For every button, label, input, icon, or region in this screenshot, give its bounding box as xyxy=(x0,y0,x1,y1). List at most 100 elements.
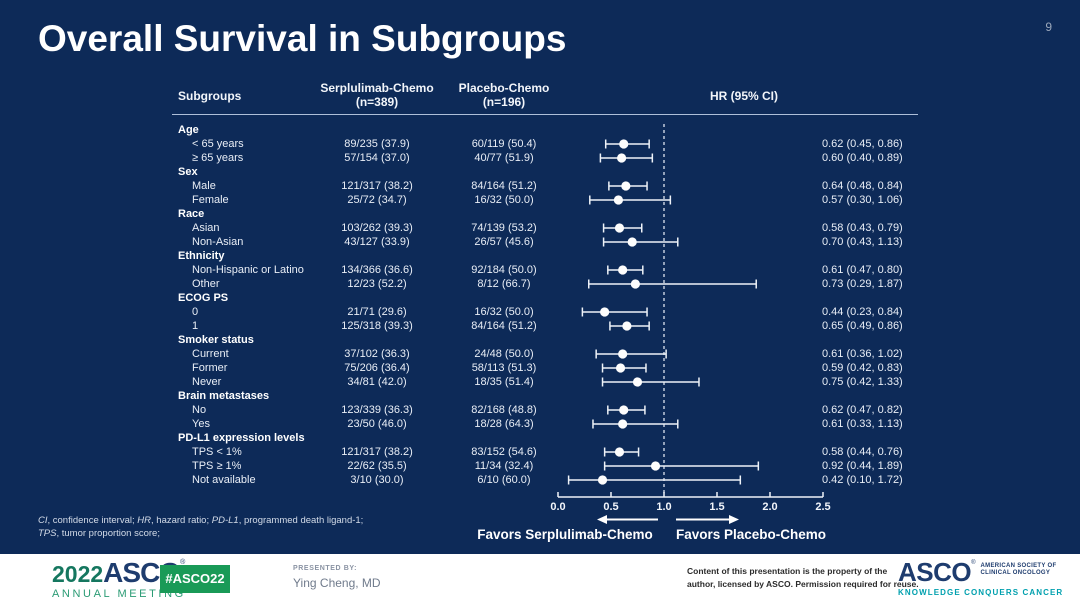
subgroup-label: ≥ 65 years xyxy=(192,152,244,164)
subgroup-label: TPS < 1% xyxy=(192,446,242,458)
serplulimab-value: 12/23 (52.2) xyxy=(347,278,407,290)
subgroup-label: < 65 years xyxy=(192,138,244,150)
society-line-1: AMERICAN SOCIETY OF xyxy=(980,563,1057,569)
asco-tagline: KNOWLEDGE CONQUERS CANCER xyxy=(898,588,1064,597)
presenter-name: Ying Cheng, MD xyxy=(293,576,381,590)
subgroup-label: 0 xyxy=(192,306,199,318)
abbreviation-definition: , programmed death ligand-1; xyxy=(238,515,364,526)
abbreviation-term: TPS xyxy=(38,527,57,539)
x-axis-tick-label: 1.5 xyxy=(709,501,725,513)
society-name: AMERICAN SOCIETY OF CLINICAL ONCOLOGY xyxy=(981,563,1057,577)
footnote-line-2: TPS, tumor proportion score; xyxy=(38,528,363,541)
serplulimab-value: 37/102 (36.3) xyxy=(344,348,410,360)
placebo-value: 83/152 (54.6) xyxy=(471,446,537,458)
abbreviation-term: CI xyxy=(38,515,48,526)
footnote-line-1: CI, confidence interval; HR, hazard rati… xyxy=(38,515,363,528)
table-row: TPS ≥ 1% 22/62 (35.5) 11/34 (32.4) 0.92 (0.… xyxy=(0,459,1080,473)
column-header-placebo-n: (n=196) xyxy=(482,95,526,109)
hr-value: 0.59 (0.42, 0.83) xyxy=(822,362,903,374)
placebo-value: 40/77 (51.9) xyxy=(474,152,534,164)
subgroup-label: Yes xyxy=(192,418,210,430)
asco-2022-annual-meeting-logo: 2022ASCO® ANNUAL MEETING xyxy=(52,559,186,600)
placebo-value: 84/164 (51.2) xyxy=(471,180,537,192)
column-header-placebo-name: Placebo-Chemo xyxy=(458,81,550,95)
serplulimab-value: 25/72 (34.7) xyxy=(347,194,407,206)
subgroup-label: Smoker status xyxy=(178,334,254,346)
subgroup-label: Former xyxy=(192,362,228,374)
subgroup-label: 1 xyxy=(192,320,199,332)
serplulimab-value: 121/317 (38.2) xyxy=(341,446,413,458)
serplulimab-value: 34/81 (42.0) xyxy=(347,376,407,388)
logo-year: 2022 xyxy=(52,561,104,587)
x-axis-tick-label: 0.0 xyxy=(550,501,566,513)
abbreviation-term: HR xyxy=(137,515,152,526)
table-row: Not available 3/10 (30.0) 6/10 (60.0) 0.42 … xyxy=(0,473,1080,487)
table-row: TPS < 1% 121/317 (38.2) 83/152 (54.6) 0.58 … xyxy=(0,445,1080,459)
hr-value: 0.44 (0.23, 0.84) xyxy=(822,306,903,318)
column-header-hr: HR (95% CI) xyxy=(709,89,779,103)
x-axis-tick-label: 2.0 xyxy=(762,501,778,513)
abbreviation-definition: , tumor proportion score; xyxy=(56,527,160,539)
serplulimab-value: 123/339 (36.3) xyxy=(341,404,413,416)
table-row: Non-Asian 43/127 (33.9) 26/57 (45.6) 0.70 (… xyxy=(0,235,1080,249)
placebo-value: 16/32 (50.0) xyxy=(474,194,534,206)
placebo-value: 6/10 (60.0) xyxy=(477,474,531,486)
rights-notice: Content of this presentation is the prop… xyxy=(687,565,919,591)
placebo-value: 26/57 (45.6) xyxy=(474,236,534,248)
placebo-value: 74/139 (53.2) xyxy=(471,222,537,234)
favors-placebo-label: Favors Placebo-Chemo xyxy=(675,527,827,542)
abbreviation-term: PD-L1 xyxy=(211,515,239,526)
abbreviation-definition: , confidence interval; xyxy=(47,515,138,526)
column-header-placebo: Placebo-Chemo (n=196) xyxy=(459,81,550,109)
footer-bar: 2022ASCO® ANNUAL MEETING #ASCO22 PRESENT… xyxy=(0,554,1080,608)
placebo-value: 18/28 (64.3) xyxy=(474,418,534,430)
table-group-row: Age xyxy=(0,123,1080,137)
hr-value: 0.75 (0.42, 1.33) xyxy=(822,376,903,388)
placebo-value: 11/34 (32.4) xyxy=(474,460,534,472)
table-row: Female 25/72 (34.7) 16/32 (50.0) 0.57 (0.30… xyxy=(0,193,1080,207)
rights-line-1: Content of this presentation is the prop… xyxy=(687,566,888,576)
serplulimab-value: 103/262 (39.3) xyxy=(341,222,413,234)
hr-value: 0.61 (0.33, 1.13) xyxy=(822,418,903,430)
subgroup-label: Race xyxy=(178,208,205,220)
column-header-serplulimab-n: (n=389) xyxy=(355,95,399,109)
subgroup-label: Brain metastases xyxy=(178,390,270,402)
hr-value: 0.58 (0.44, 0.76) xyxy=(822,446,903,458)
placebo-value: 8/12 (66.7) xyxy=(477,278,531,290)
table-row: Never 34/81 (42.0) 18/35 (51.4) 0.75 (0.42,… xyxy=(0,375,1080,389)
header-divider xyxy=(172,114,918,115)
hr-value: 0.57 (0.30, 1.06) xyxy=(822,194,903,206)
x-axis-tick-label: 1.0 xyxy=(656,501,672,513)
table-group-row: Smoker status xyxy=(0,333,1080,347)
placebo-value: 58/113 (51.3) xyxy=(471,362,537,374)
subgroup-label: No xyxy=(192,404,207,416)
asco-word: ASCO xyxy=(898,557,972,587)
hr-value: 0.62 (0.45, 0.86) xyxy=(822,138,903,150)
subgroup-table: Age < 65 years 89/235 (37.9) 60/119 (50.4) 0… xyxy=(0,123,1080,487)
hr-value: 0.60 (0.40, 0.89) xyxy=(822,152,903,164)
placebo-value: 84/164 (51.2) xyxy=(471,320,537,332)
table-row: Male 121/317 (38.2) 84/164 (51.2) 0.64 (0.4… xyxy=(0,179,1080,193)
serplulimab-value: 125/318 (39.3) xyxy=(341,320,413,332)
table-row: 1 125/318 (39.3) 84/164 (51.2) 0.65 (0.49, … xyxy=(0,319,1080,333)
slide-title: Overall Survival in Subgroups xyxy=(38,18,567,59)
favors-serplulimab-label: Favors Serplulimab-Chemo xyxy=(477,527,653,542)
subgroup-label: Male xyxy=(192,180,216,192)
presented-by-label: PRESENTED BY: xyxy=(293,565,358,572)
logo-annual-meeting: ANNUAL MEETING xyxy=(52,588,186,600)
serplulimab-value: 3/10 (30.0) xyxy=(350,474,404,486)
hr-value: 0.73 (0.29, 1.87) xyxy=(822,278,903,290)
subgroup-label: Age xyxy=(178,124,199,136)
serplulimab-value: 22/62 (35.5) xyxy=(347,460,407,472)
hr-value: 0.70 (0.43, 1.13) xyxy=(822,236,903,248)
table-row: Asian 103/262 (39.3) 74/139 (53.2) 0.58 (0.… xyxy=(0,221,1080,235)
society-line-2: CLINICAL ONCOLOGY xyxy=(980,570,1051,576)
hashtag-badge: #ASCO22 xyxy=(160,565,230,593)
serplulimab-value: 134/366 (36.6) xyxy=(341,264,413,276)
table-row: Former 75/206 (36.4) 58/113 (51.3) 0.59 (0.… xyxy=(0,361,1080,375)
table-row: Yes 23/50 (46.0) 18/28 (64.3) 0.61 (0.33, 1… xyxy=(0,417,1080,431)
column-header-subgroups: Subgroups xyxy=(178,89,242,103)
table-row: No 123/339 (36.3) 82/168 (48.8) 0.62 (0.47,… xyxy=(0,403,1080,417)
subgroup-label: Not available xyxy=(192,474,256,486)
favors-right-arrowhead-icon xyxy=(729,515,739,524)
